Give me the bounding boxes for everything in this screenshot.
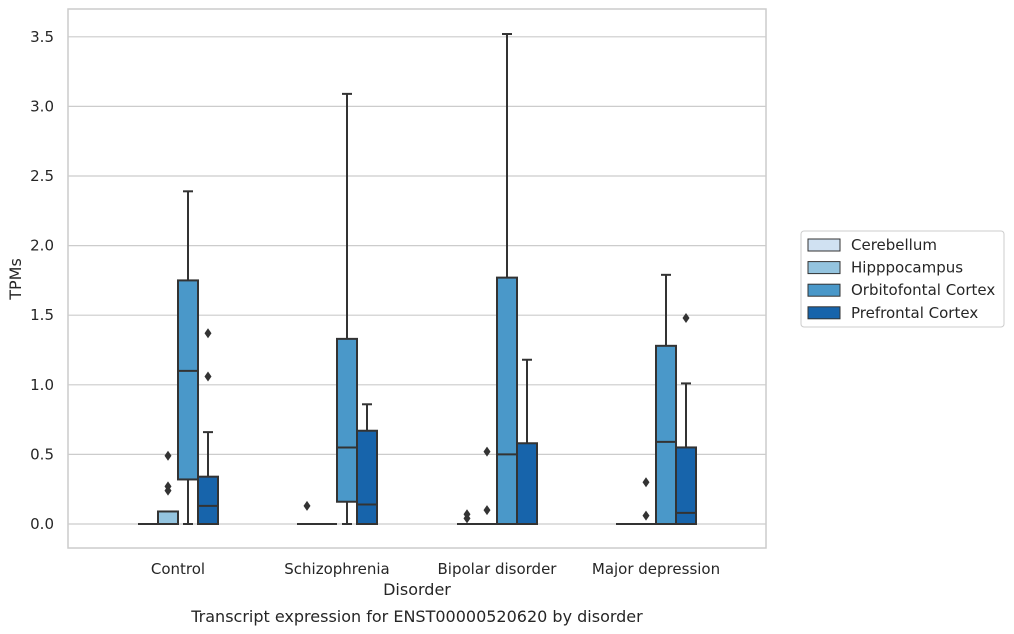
x-tick-label: Major depression [592, 560, 720, 578]
box-group [675, 312, 697, 525]
box-group [496, 33, 518, 525]
legend-item: Orbitofontal Cortex [807, 281, 995, 299]
box-body [675, 446, 697, 525]
legend-swatch [807, 261, 841, 275]
legend: Cerebellum Hipppocampus Orbitofontal Corte… [800, 230, 1005, 328]
x-axis-ticks: Control Schizophrenia Bipolar disorder Majo… [151, 560, 720, 578]
x-axis-label: Disorder [383, 580, 451, 599]
box-body [496, 276, 518, 525]
box-plot-series [138, 33, 697, 526]
x-tick-label: Schizophrenia [284, 560, 389, 578]
outlier-point [164, 450, 172, 461]
y-tick-label: 2.0 [30, 237, 54, 255]
outlier-point [642, 477, 650, 488]
y-tick-label: 3.0 [30, 97, 54, 115]
box-group [297, 500, 317, 525]
legend-item: Cerebellum [807, 236, 937, 254]
series-orbitofontal-cortex [177, 33, 677, 525]
legend-swatch [807, 283, 841, 297]
series-hipppocampus [157, 446, 656, 525]
box-body [197, 475, 219, 525]
box-group [457, 509, 477, 525]
box-body [157, 510, 179, 525]
x-tick-label: Bipolar disorder [438, 560, 558, 578]
outlier-point [682, 312, 690, 323]
box-group [516, 358, 538, 526]
legend-label: Hipppocampus [851, 259, 963, 277]
y-tick-label: 3.5 [30, 28, 54, 46]
box-group [356, 403, 378, 525]
box-body [655, 344, 677, 525]
box-body [336, 337, 358, 503]
series-cerebellum [138, 500, 636, 525]
box-group [197, 328, 219, 525]
box-group [336, 92, 358, 525]
outlier-point [463, 509, 471, 520]
legend-label: Cerebellum [851, 236, 937, 254]
outlier-point [483, 446, 491, 457]
y-tick-label: 0.5 [30, 445, 54, 463]
legend-item: Prefrontal Cortex [807, 304, 978, 322]
box-body [177, 279, 199, 481]
legend-frame [800, 230, 1005, 328]
y-tick-label: 1.0 [30, 376, 54, 394]
box-group [157, 450, 179, 525]
y-axis-ticks: 0.0 0.5 1.0 1.5 2.0 2.5 3.0 3.5 [30, 28, 54, 533]
series-prefrontal-cortex [197, 312, 697, 526]
box-group [177, 190, 199, 525]
y-tick-label: 1.5 [30, 306, 54, 324]
box-group [477, 446, 497, 525]
y-tick-label: 0.0 [30, 515, 54, 533]
outlier-point [642, 510, 650, 521]
outlier-point [303, 500, 311, 511]
box-body [516, 442, 538, 526]
outlier-point [164, 481, 172, 492]
legend-item: Hipppocampus [807, 259, 963, 277]
y-axis-label: TPMs [6, 258, 25, 301]
legend-swatch [807, 238, 841, 252]
x-tick-label: Control [151, 560, 205, 578]
box-group [636, 477, 656, 525]
outlier-point [483, 505, 491, 516]
chart-caption: Transcript expression for ENST0000052062… [190, 607, 643, 626]
legend-swatch [807, 306, 841, 320]
legend-label: Orbitofontal Cortex [851, 281, 995, 299]
legend-label: Prefrontal Cortex [851, 304, 978, 322]
outlier-point [204, 328, 212, 339]
box-group [655, 273, 677, 525]
plot-area-frame [67, 8, 767, 549]
y-tick-label: 2.5 [30, 167, 54, 185]
outlier-point [204, 371, 212, 382]
box-body [356, 429, 378, 525]
